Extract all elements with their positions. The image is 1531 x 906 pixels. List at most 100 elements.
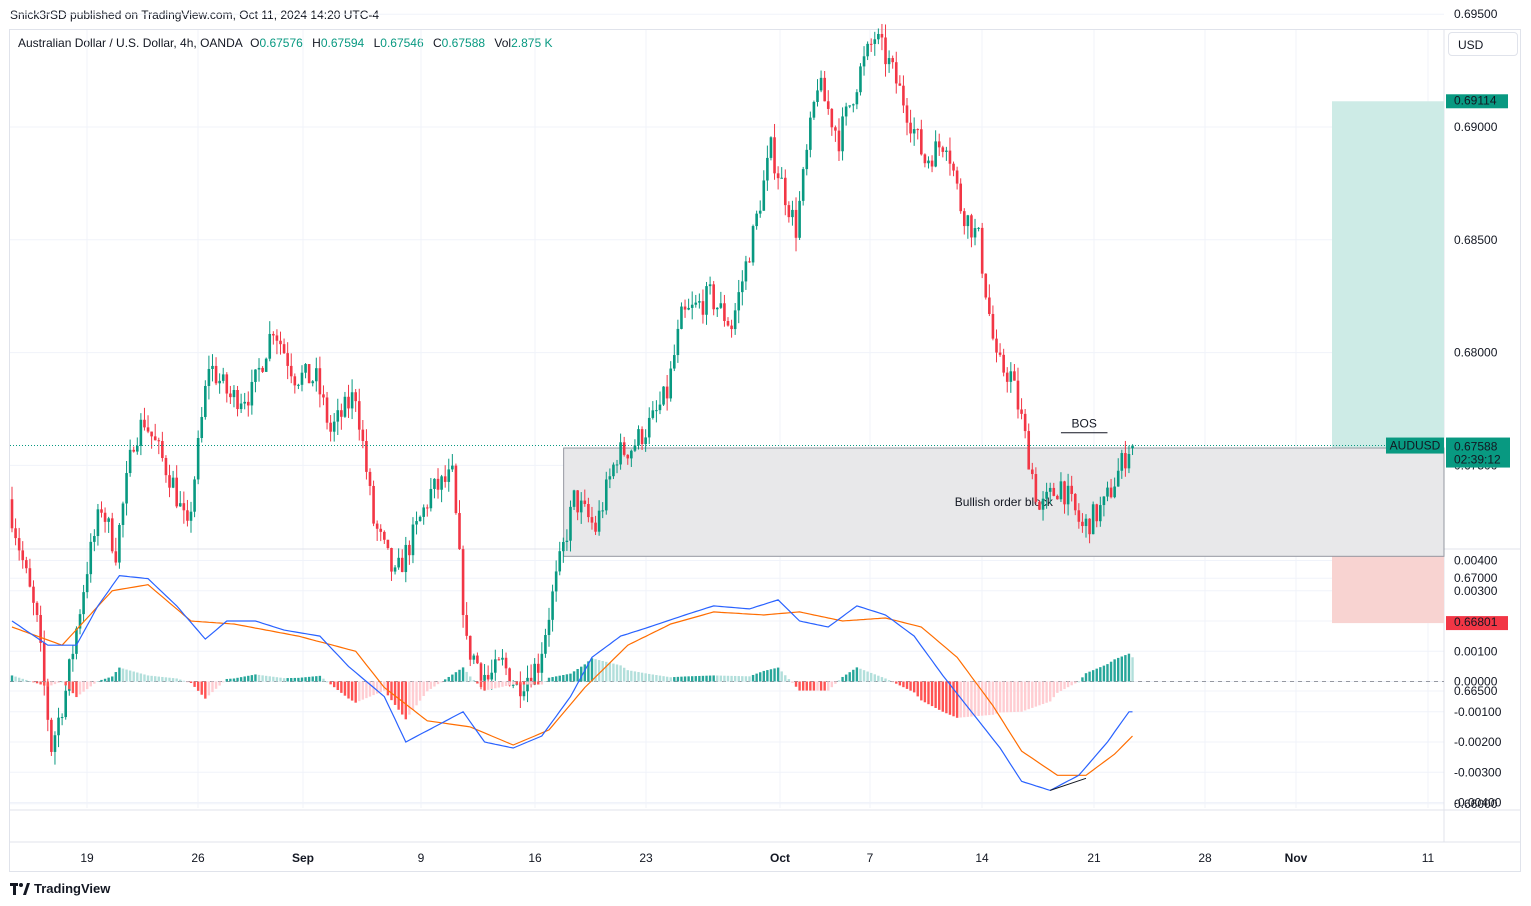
candle-body[interactable] — [891, 58, 894, 63]
candle-body[interactable] — [826, 101, 830, 109]
symbol-title[interactable]: Australian Dollar / U.S. Dollar, 4h, OAN… — [18, 36, 243, 50]
candle-body[interactable] — [497, 659, 501, 661]
candle-body[interactable] — [637, 429, 640, 446]
candle-body[interactable] — [490, 672, 494, 680]
candle-body[interactable] — [332, 421, 336, 432]
candle-body[interactable] — [17, 538, 21, 551]
candle-body[interactable] — [483, 674, 486, 681]
candle-body[interactable] — [1095, 504, 1099, 522]
candle-body[interactable] — [1081, 521, 1084, 527]
candle-body[interactable] — [433, 478, 436, 489]
candle-body[interactable] — [379, 528, 383, 532]
candle-body[interactable] — [665, 386, 669, 399]
candle-body[interactable] — [651, 410, 655, 418]
candle-body[interactable] — [536, 663, 540, 673]
candle-body[interactable] — [809, 117, 812, 150]
candle-body[interactable] — [701, 301, 705, 315]
candle-body[interactable] — [698, 301, 701, 303]
candle-body[interactable] — [551, 591, 554, 620]
candle-body[interactable] — [766, 157, 769, 181]
candle-body[interactable] — [1027, 431, 1031, 470]
candle-body[interactable] — [1056, 495, 1059, 500]
candle-body[interactable] — [89, 541, 93, 575]
candle-body[interactable] — [443, 476, 447, 482]
candle-body[interactable] — [1073, 493, 1077, 511]
candle-body[interactable] — [425, 507, 429, 509]
order-block-zone[interactable] — [563, 447, 1445, 557]
candle-body[interactable] — [218, 380, 221, 384]
candle-body[interactable] — [587, 504, 590, 518]
candle-body[interactable] — [146, 427, 150, 432]
candle-body[interactable] — [136, 445, 139, 452]
candle-body[interactable] — [368, 471, 372, 486]
candle-body[interactable] — [866, 43, 869, 57]
candle-body[interactable] — [683, 306, 687, 310]
candle-body[interactable] — [812, 101, 816, 118]
candle-body[interactable] — [447, 469, 451, 482]
candle-body[interactable] — [544, 635, 547, 654]
currency-button[interactable]: USD — [1448, 32, 1518, 56]
candle-body[interactable] — [715, 307, 719, 310]
candle-body[interactable] — [196, 438, 200, 480]
candle-body[interactable] — [286, 353, 289, 366]
candle-body[interactable] — [336, 410, 340, 422]
candle-body[interactable] — [859, 66, 862, 93]
candle-body[interactable] — [615, 464, 619, 466]
candle-body[interactable] — [554, 571, 558, 592]
candle-body[interactable] — [372, 485, 375, 524]
candle-body[interactable] — [801, 169, 805, 201]
candle-body[interactable] — [1038, 501, 1041, 510]
candle-body[interactable] — [415, 521, 418, 525]
candle-body[interactable] — [307, 364, 311, 384]
candle-body[interactable] — [1045, 491, 1048, 499]
candle-body[interactable] — [1034, 474, 1038, 502]
candle-body[interactable] — [748, 261, 751, 263]
candle-body[interactable] — [390, 548, 393, 572]
candle-body[interactable] — [540, 653, 544, 673]
candle-body[interactable] — [164, 457, 168, 476]
candle-body[interactable] — [465, 615, 468, 636]
candle-body[interactable] — [1023, 413, 1027, 432]
candle-body[interactable] — [282, 344, 286, 354]
candle-body[interactable] — [329, 422, 332, 432]
candle-body[interactable] — [408, 544, 411, 556]
candle-body[interactable] — [32, 586, 35, 603]
candle-body[interactable] — [988, 297, 991, 314]
candle-body[interactable] — [350, 392, 354, 409]
candle-body[interactable] — [229, 393, 232, 398]
candle-body[interactable] — [440, 476, 443, 490]
candle-body[interactable] — [576, 490, 579, 513]
candle-body[interactable] — [959, 183, 962, 212]
candle-body[interactable] — [590, 517, 594, 523]
candle-body[interactable] — [128, 449, 132, 474]
candle-body[interactable] — [619, 442, 622, 465]
candle-body[interactable] — [454, 465, 458, 514]
candle-body[interactable] — [1016, 380, 1020, 410]
candle-body[interactable] — [819, 77, 823, 91]
candle-body[interactable] — [132, 449, 136, 452]
candle-body[interactable] — [1066, 485, 1070, 505]
candle-body[interactable] — [1048, 487, 1052, 492]
candle-body[interactable] — [361, 429, 365, 441]
candle-body[interactable] — [1070, 485, 1073, 494]
candle-body[interactable] — [207, 368, 211, 386]
candle-body[interactable] — [322, 394, 325, 398]
candle-body[interactable] — [250, 381, 254, 406]
candle-body[interactable] — [719, 303, 723, 308]
candle-body[interactable] — [1088, 518, 1091, 535]
candle-body[interactable] — [780, 177, 783, 179]
candle-body[interactable] — [726, 321, 730, 326]
candle-body[interactable] — [708, 284, 712, 287]
candle-body[interactable] — [53, 735, 57, 752]
candle-body[interactable] — [898, 83, 902, 86]
candle-body[interactable] — [486, 674, 490, 680]
candle-body[interactable] — [236, 390, 239, 410]
candle-body[interactable] — [343, 396, 347, 417]
candle-body[interactable] — [340, 410, 343, 417]
candle-body[interactable] — [429, 488, 433, 509]
candle-body[interactable] — [823, 77, 826, 102]
candle-body[interactable] — [171, 477, 175, 488]
candle-body[interactable] — [21, 550, 25, 561]
candle-body[interactable] — [565, 540, 569, 543]
